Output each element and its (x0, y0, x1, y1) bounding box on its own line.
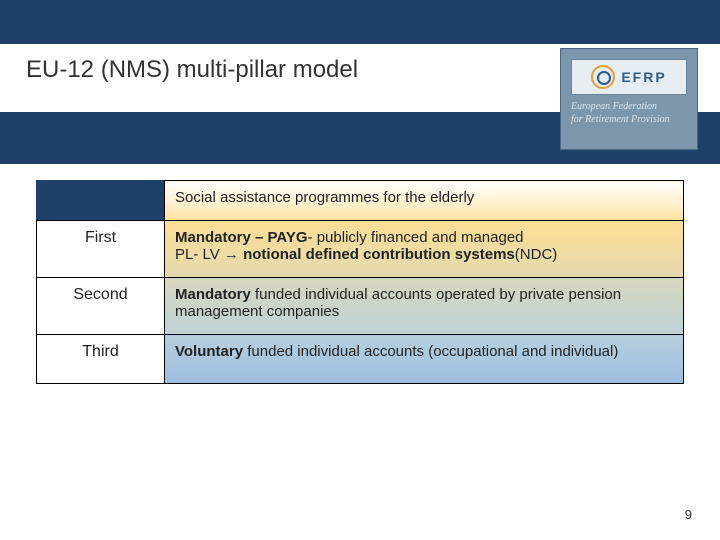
pillar-cell: Third (37, 335, 165, 384)
desc-cell: Mandatory funded individual accounts ope… (165, 278, 684, 335)
page-number: 9 (685, 507, 692, 522)
desc-cell: Social assistance programmes for the eld… (165, 181, 684, 221)
desc-bold: Mandatory (175, 286, 251, 303)
logo-plate: EFRP (571, 59, 687, 95)
logo-sub-line1: European Federation (571, 101, 657, 112)
pillar-cell: First (37, 221, 165, 278)
desc-cell: Voluntary funded individual accounts (oc… (165, 335, 684, 384)
desc-text: funded individual accounts (occupational… (243, 343, 618, 360)
table-row: Second Mandatory funded individual accou… (37, 278, 684, 335)
desc-text: - publicly financed and managed (308, 229, 524, 246)
desc-text: Social assistance programmes for the eld… (175, 189, 474, 206)
desc-bold: Voluntary (175, 343, 243, 360)
page-title: EU-12 (NMS) multi-pillar model (26, 56, 358, 84)
logo-icon (591, 65, 615, 89)
desc-text: (NDC) (515, 246, 558, 263)
logo-subtitle: European Federation for Retirement Provi… (571, 101, 687, 126)
desc-bold: Mandatory – PAYG (175, 229, 308, 246)
desc-bold: notional defined contribution systems (243, 246, 515, 263)
table-row: Social assistance programmes for the eld… (37, 181, 684, 221)
table-row: First Mandatory – PAYG- publicly finance… (37, 221, 684, 278)
logo-panel: EFRP European Federation for Retirement … (560, 48, 698, 150)
logo-acronym: EFRP (621, 69, 666, 85)
pillar-table: Social assistance programmes for the eld… (36, 180, 684, 384)
pillar-cell: Second (37, 278, 165, 335)
desc-cell: Mandatory – PAYG- publicly financed and … (165, 221, 684, 278)
table-row: Third Voluntary funded individual accoun… (37, 335, 684, 384)
desc-text: PL- LV → (175, 246, 243, 263)
pillar-cell-empty (37, 181, 165, 221)
logo-sub-line2: for Retirement Provision (571, 114, 670, 125)
top-bar (0, 0, 720, 44)
